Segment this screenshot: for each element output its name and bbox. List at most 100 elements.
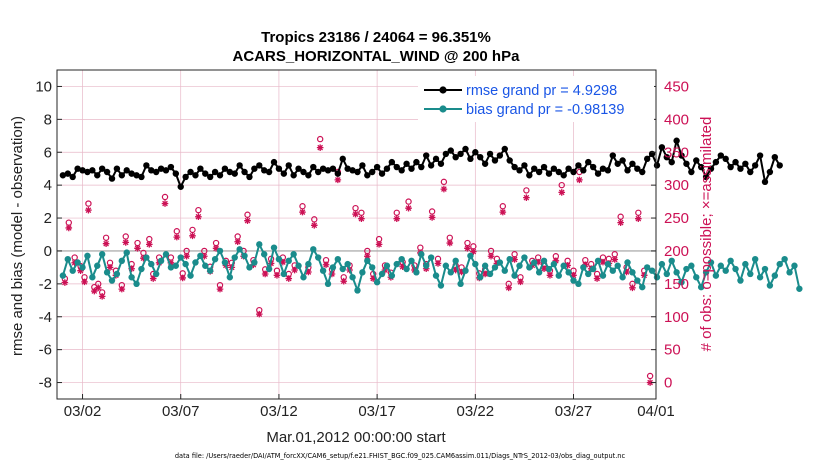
- rmse-point: [246, 173, 253, 181]
- obs-possible-marker: [122, 233, 129, 240]
- rmse-point: [231, 170, 238, 177]
- rmse-point: [766, 168, 774, 176]
- rmse-point: [634, 165, 641, 172]
- obs-assimilated-marker: [310, 221, 318, 229]
- right-axis-label: # of obs: o=possible; ×=assimilated: [698, 117, 715, 352]
- rmse-point: [545, 170, 553, 177]
- bias-point: [138, 265, 145, 273]
- obs-assimilated-marker: [570, 271, 577, 279]
- bias-point: [796, 285, 803, 292]
- legend-rmse-label: rmse grand pr = 4.9298: [466, 83, 617, 99]
- bias-point: [359, 269, 366, 276]
- obs-assimilated-marker: [279, 258, 287, 266]
- rmse-point: [619, 157, 626, 164]
- rmse-point: [511, 163, 518, 171]
- bias-point: [260, 251, 268, 258]
- bias-point: [172, 262, 180, 269]
- obs-assimilated-marker: [200, 252, 208, 260]
- obs-possible-marker: [173, 228, 180, 235]
- legend-bias-label: bias grand pr = -0.98139: [466, 102, 624, 118]
- obs-possible-marker: [161, 193, 169, 201]
- rmse-point: [310, 163, 317, 171]
- rmse-point: [138, 173, 145, 181]
- bias-series: [59, 241, 803, 294]
- bias-point: [113, 270, 121, 278]
- bias-point: [152, 270, 160, 278]
- rmse-point: [251, 165, 258, 172]
- obs-assimilated-marker: [558, 189, 566, 196]
- obs-assimilated-marker: [534, 258, 542, 266]
- obs-assimilated-marker: [440, 185, 448, 193]
- rmse-point: [648, 150, 656, 158]
- bias-point: [702, 269, 710, 276]
- obs-assimilated-marker: [434, 260, 442, 267]
- bias-point: [575, 280, 582, 288]
- rmse-point: [526, 172, 533, 179]
- x-axis-label: Mar.01,2012 00:00:00 start: [266, 429, 446, 446]
- obs-assimilated-marker: [393, 215, 401, 223]
- rmse-point: [398, 167, 405, 174]
- rmse-point: [128, 170, 135, 177]
- obs-possible-marker: [189, 226, 196, 234]
- bias-point: [236, 246, 243, 253]
- obs-assimilated-marker: [552, 257, 560, 265]
- x-tick-label: 03/07: [162, 403, 200, 420]
- obs-assimilated-marker: [464, 245, 471, 252]
- bias-point: [427, 254, 435, 261]
- rmse-point: [550, 165, 558, 172]
- obs-assimilated-marker: [183, 252, 190, 260]
- right-tick-label: 150: [664, 276, 689, 293]
- bias-point: [712, 272, 720, 279]
- obs-possible-marker: [358, 209, 365, 216]
- rmse-point: [59, 172, 67, 179]
- bias-point: [162, 251, 170, 258]
- bias-point: [157, 257, 165, 265]
- bias-point: [491, 264, 499, 271]
- rmse-point: [742, 160, 749, 167]
- bias-point: [594, 257, 602, 265]
- rmse-point: [732, 158, 739, 166]
- rmse-point: [315, 168, 322, 176]
- obs-assimilated-marker: [375, 241, 383, 248]
- bias-point: [496, 259, 504, 266]
- bias-point: [246, 264, 253, 271]
- obs-assimilated-marker: [511, 256, 518, 263]
- rmse-point: [378, 170, 386, 177]
- rmse-point: [447, 147, 454, 154]
- obs-possible-marker: [311, 216, 318, 223]
- obs-assimilated-marker: [458, 268, 465, 276]
- rmse-point: [162, 167, 170, 174]
- bias-point: [481, 262, 489, 269]
- rmse-point: [260, 167, 268, 174]
- rmse-point: [359, 162, 366, 169]
- bias-point: [285, 257, 292, 265]
- rmse-point: [516, 167, 523, 174]
- rmse-point: [403, 160, 410, 167]
- bias-point: [639, 283, 646, 291]
- bias-point: [324, 280, 332, 288]
- rmse-point: [570, 168, 577, 176]
- rmse-point: [182, 173, 189, 181]
- grid-lines: [57, 70, 657, 399]
- bias-point: [437, 282, 445, 289]
- x-tick-label: 03/27: [555, 403, 593, 420]
- rmse-point: [565, 165, 572, 172]
- bias-point: [187, 272, 194, 279]
- obs-possible-marker: [393, 209, 400, 216]
- bias-point: [570, 277, 577, 284]
- bias-point: [211, 255, 219, 263]
- bias-point: [707, 259, 715, 266]
- right-tick-label: 0: [664, 375, 672, 392]
- obs-possible-marker: [405, 198, 412, 205]
- bias-point: [403, 265, 410, 273]
- chart-title-line2: ACARS_HORIZONTAL_WIND @ 200 hPa: [233, 48, 521, 65]
- bias-point: [673, 269, 680, 276]
- obs-assimilated-marker: [340, 277, 348, 285]
- rmse-point: [604, 167, 612, 174]
- obs-assimilated-marker: [173, 233, 181, 241]
- rmse-point: [722, 155, 729, 163]
- right-tick-label: 50: [664, 342, 681, 359]
- obs-assimilated-marker: [452, 266, 459, 274]
- rmse-point: [643, 155, 651, 163]
